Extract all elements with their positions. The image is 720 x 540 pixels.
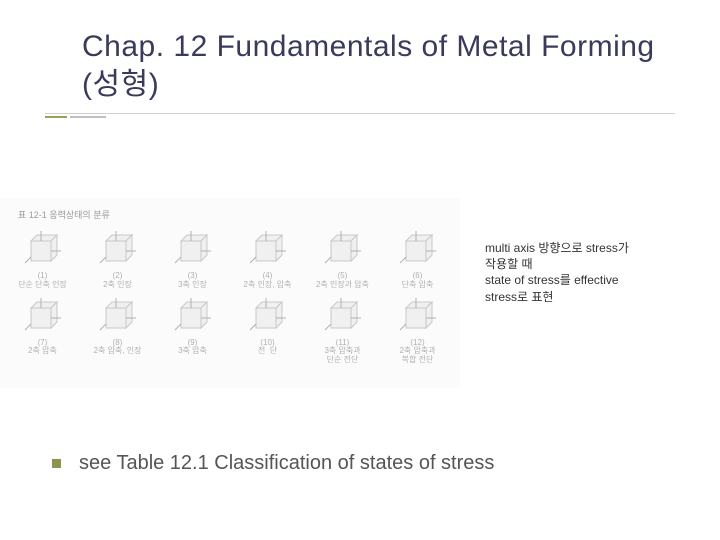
body-row: see Table 12.1 Classification of states … [52,452,680,475]
cube-label: 전 단 [258,347,277,356]
bullet-icon [52,459,61,468]
cube-label: 3축 인장 [178,281,207,290]
cube-label: 2축 압축 [28,347,57,356]
stress-cube-cell: (6)단축 압축 [383,229,452,290]
stress-cube-cell: (2)2축 인장 [83,229,152,290]
cube-icon [171,296,215,336]
cube-icon [246,229,290,269]
cube-icon [96,296,140,336]
cube-icon [396,296,440,336]
stress-cube-cell: (8)2축 압축, 인장 [83,296,152,365]
cube-icon [21,229,65,269]
figure-row-1: (1)단순 단축 인장 (2)2축 인장 (3)3축 인장 (4)2축 인장, … [8,229,452,290]
annotation-line: 작용할 때 [485,256,695,272]
annotation-line: state of stress를 effective [485,272,695,288]
stress-cube-cell: (5)2축 인장과 압축 [308,229,377,290]
cube-label: 2축 압축, 인장 [94,347,142,356]
cube-icon [321,229,365,269]
cube-label: 2축 인장 [103,281,132,290]
figure-row-2: (7)2축 압축 (8)2축 압축, 인장 (9)3축 압축 (10)전 단 (… [8,296,452,365]
cube-icon [171,229,215,269]
stress-cube-cell: (10)전 단 [233,296,302,365]
cube-icon [321,296,365,336]
figure-caption: 표 12-1 응력상태의 분류 [18,208,452,221]
annotation-line: stress로 표현 [485,289,695,305]
cube-icon [96,229,140,269]
annotation-text: multi axis 방향으로 stress가 작용할 때 state of s… [485,240,695,305]
stress-cube-cell: (12)2축 압축과 복합 전단 [383,296,452,365]
cube-label: 단축 압축 [402,281,434,290]
cube-label: 3축 압축 [178,347,207,356]
title-accent [45,116,720,134]
annotation-line: multi axis 방향으로 stress가 [485,240,695,256]
title-underline-thin [45,113,675,114]
stress-cube-cell: (1)단순 단축 인장 [8,229,77,290]
cube-label: 2축 인장과 압축 [316,281,369,290]
stress-cube-cell: (9)3축 압축 [158,296,227,365]
stress-cube-cell: (3)3축 인장 [158,229,227,290]
figure-stress-states: 표 12-1 응력상태의 분류 (1)단순 단축 인장 (2)2축 인장 (3)… [0,198,460,388]
stress-cube-cell: (11)3축 압축과 단순 전단 [308,296,377,365]
cube-icon [396,229,440,269]
body-text: see Table 12.1 Classification of states … [79,452,494,475]
cube-label: 3축 압축과 단순 전단 [324,347,360,365]
cube-label: 단순 단축 인장 [18,281,67,290]
cube-icon [246,296,290,336]
cube-label: 2축 인장, 압축 [244,281,292,290]
cube-label: 2축 압축과 복합 전단 [399,347,435,365]
stress-cube-cell: (4)2축 인장, 압축 [233,229,302,290]
cube-icon [21,296,65,336]
page-title: Chap. 12 Fundamentals of Metal Forming (… [82,28,680,103]
stress-cube-cell: (7)2축 압축 [8,296,77,365]
